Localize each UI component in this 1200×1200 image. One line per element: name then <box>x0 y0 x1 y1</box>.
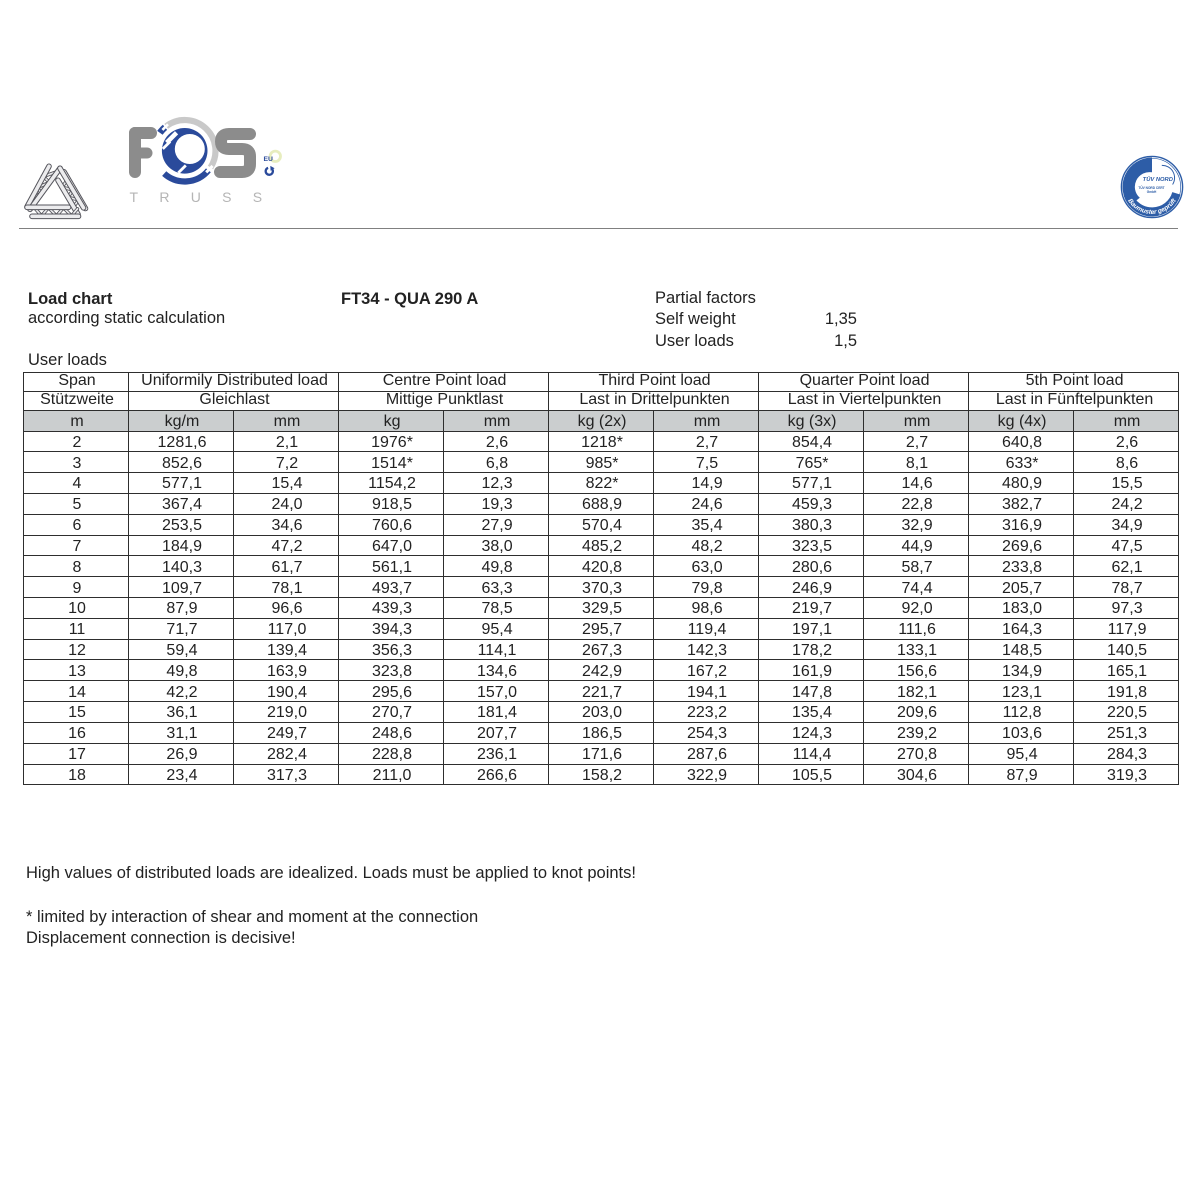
svg-text:EU: EU <box>264 156 274 163</box>
svg-text:GmbH: GmbH <box>1147 190 1157 194</box>
svg-text:TÜV NORD: TÜV NORD <box>1143 176 1174 183</box>
svg-text:TÜV NORD CERT: TÜV NORD CERT <box>1138 185 1164 190</box>
